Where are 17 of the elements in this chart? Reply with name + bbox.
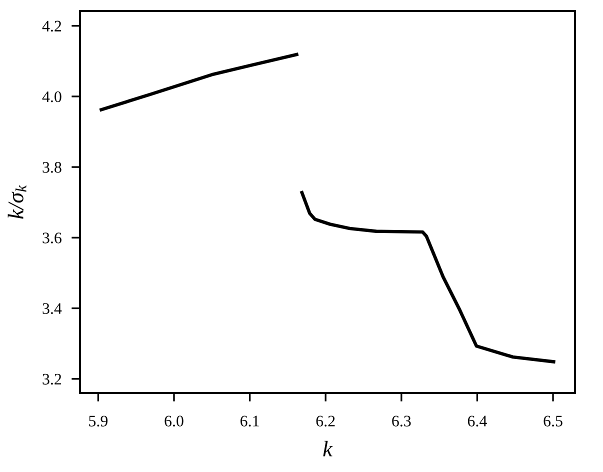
y-tick-label: 3.6 — [42, 232, 62, 244]
x-axis-title: k — [323, 440, 333, 456]
x-tick-label: 6.1 — [240, 416, 259, 427]
y-tick-label: 3.2 — [42, 374, 62, 385]
y-tick-label: 4.0 — [42, 91, 62, 102]
y-tick-label: 3.4 — [42, 303, 62, 314]
y-tick-label: 3.8 — [42, 162, 62, 173]
x-tick-label: 5.9 — [89, 416, 108, 427]
y-tick-label: 4.2 — [42, 20, 62, 32]
x-tick-label: 6.3 — [392, 416, 411, 427]
x-tick-label: 6.2 — [316, 416, 335, 427]
x-tick-label: 6.0 — [164, 416, 184, 427]
x-tick-label: 6.4 — [468, 416, 487, 427]
x-tick-label: 6.5 — [544, 416, 562, 427]
line-series — [300, 189, 557, 364]
y-axis-title: k/σ$_{k}$ — [8, 185, 26, 219]
line-series — [98, 52, 300, 112]
